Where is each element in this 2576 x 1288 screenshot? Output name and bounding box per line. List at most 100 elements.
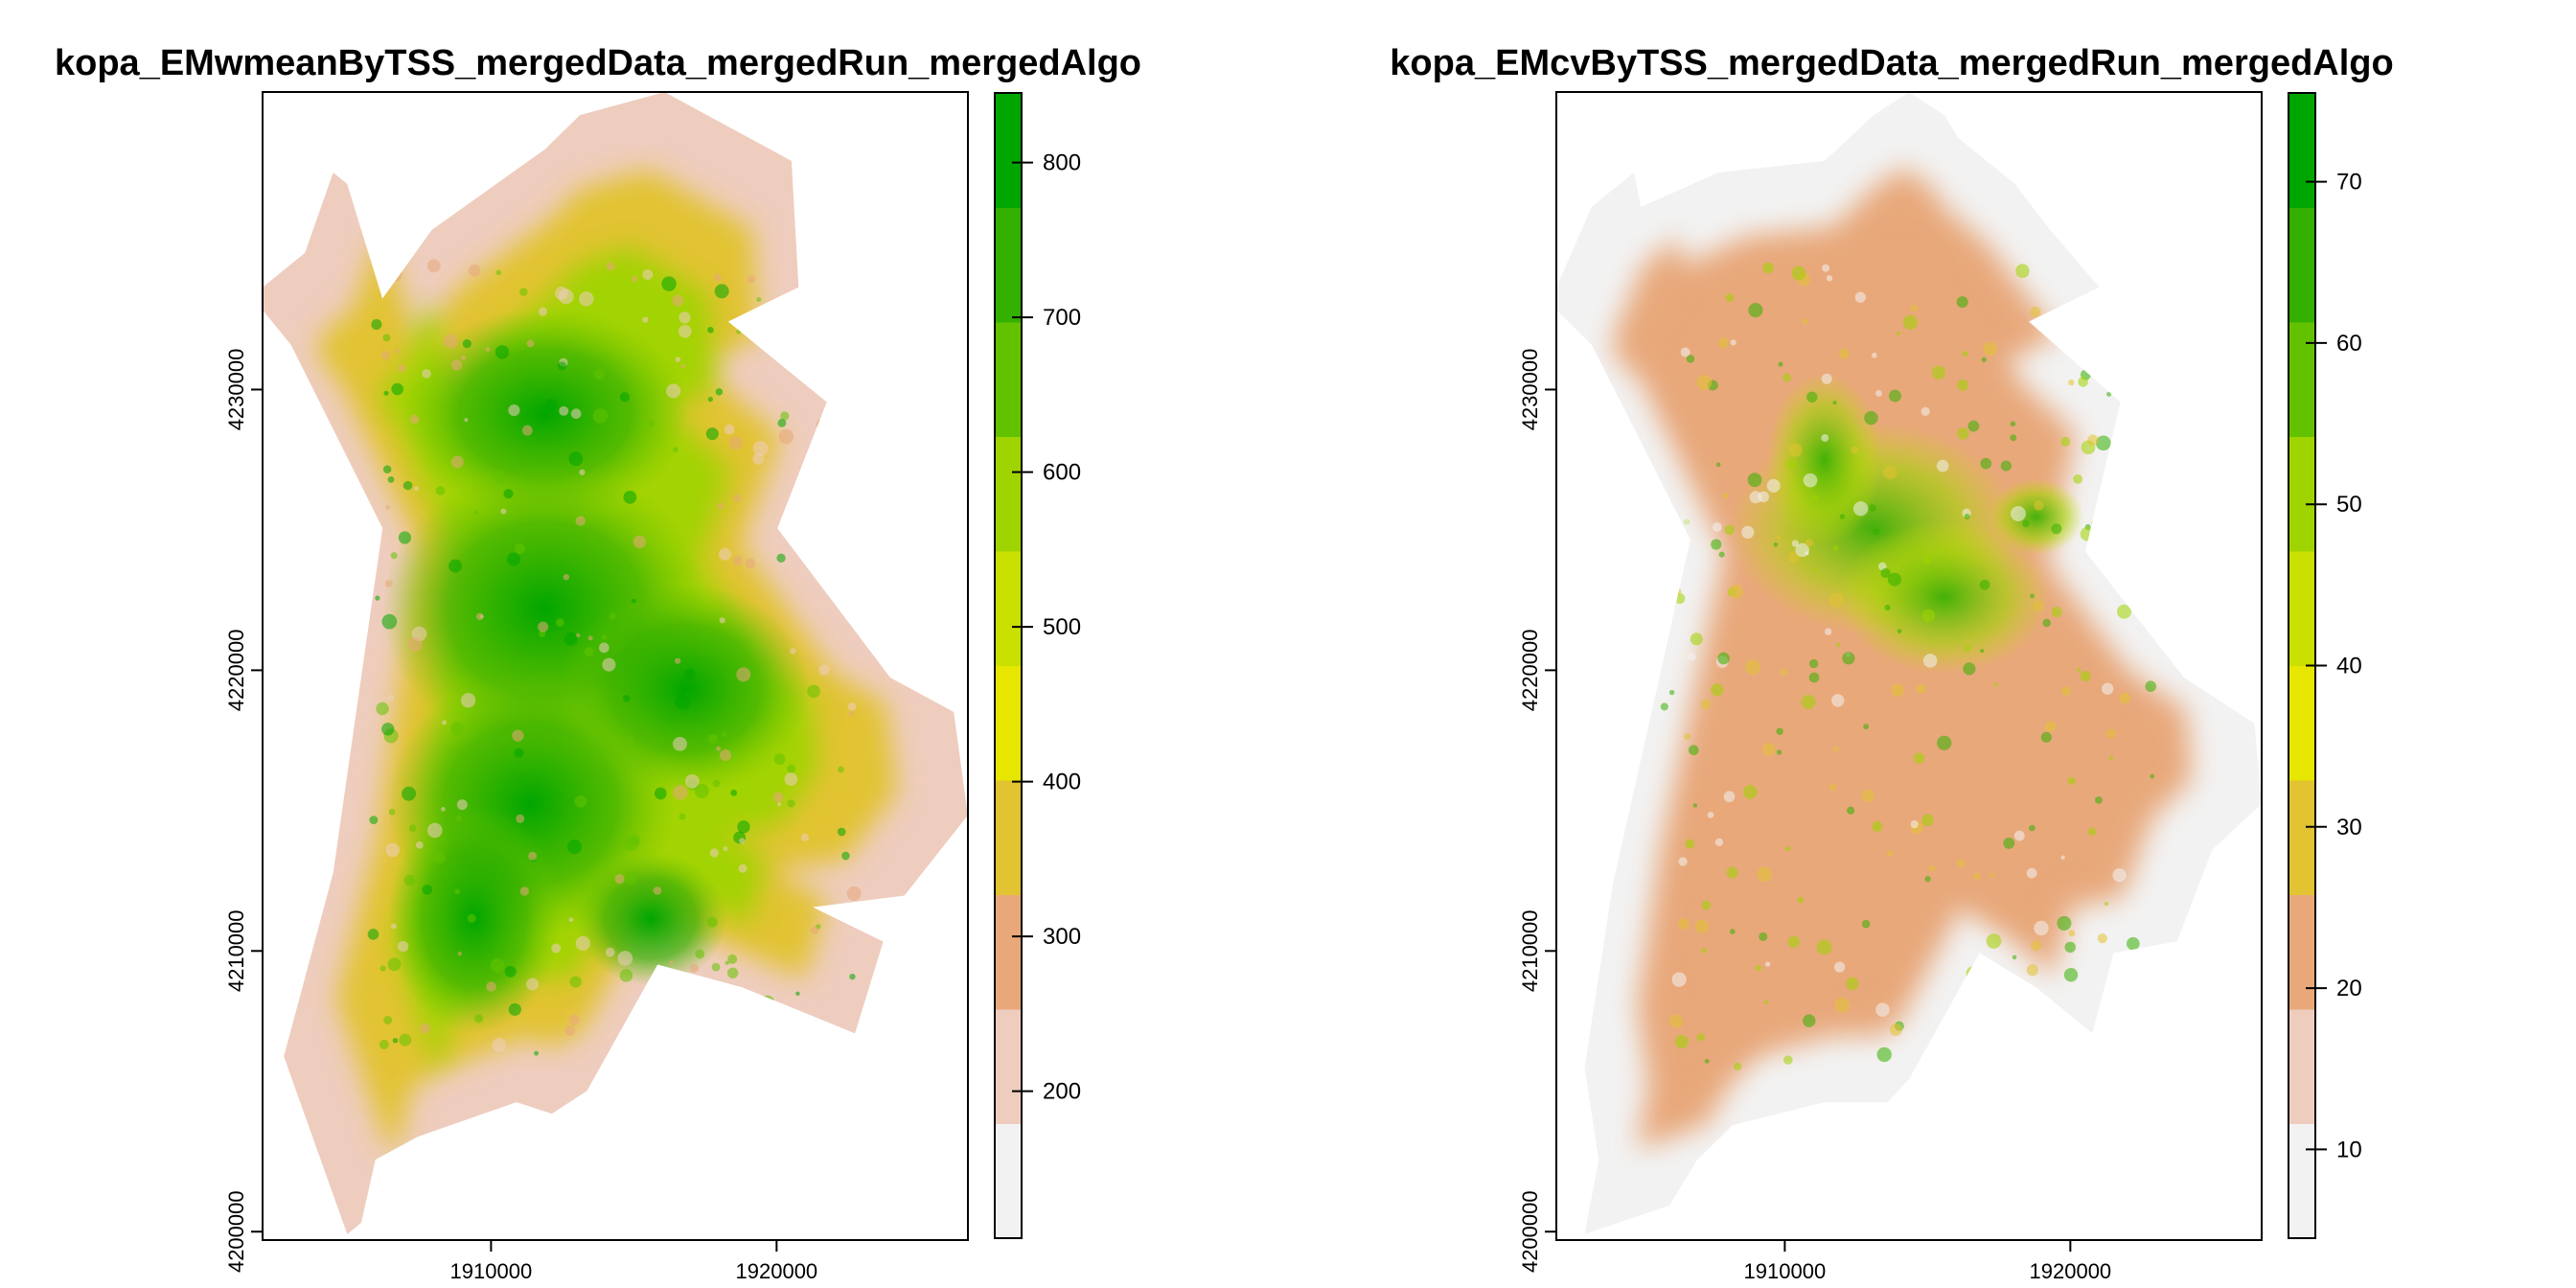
raster-speckle-right [2034,920,2049,936]
raster-speckle-right [2076,667,2081,672]
raster-speckle-right [2087,434,2099,447]
legend-color-band-left [995,1009,1022,1124]
raster-speckle-right [1910,304,1918,312]
raster-speckle-right [2044,721,2057,733]
raster-speckle-right [1832,544,1839,552]
raster-speckle-right [2032,600,2044,612]
raster-speckle-left [448,559,463,573]
raster-speckle-left [397,940,409,953]
raster-speckle-left [435,486,446,495]
raster-speckle-right [2095,796,2103,804]
raster-speckle-right [2103,522,2117,537]
raster-speckle-left [841,851,850,861]
raster-speckle-right [2082,401,2093,411]
raster-speckle-right [2097,933,2107,944]
raster-speckle-left [450,722,465,736]
raster-speckle-left [575,935,590,951]
raster-speckle-left [455,815,463,822]
raster-speckle-right [1668,689,1675,696]
raster-speckle-right [1801,695,1816,710]
legend-tick-label-left: 300 [1043,924,1081,950]
raster-speckle-right [1701,900,1712,910]
raster-speckle-right [1876,1046,1892,1063]
raster-speckle-right [1883,465,1898,480]
raster-speckle-right [1722,492,1729,498]
raster-speckle-right [1973,872,1981,881]
raster-speckle-left [389,268,402,282]
raster-speckle-left [745,558,756,569]
raster-speckle-right [1842,652,1855,665]
raster-speckle-right [1660,702,1668,711]
raster-speckle-left [724,960,729,966]
raster-speckle-right [1851,446,1859,454]
raster-speckle-right [1921,814,1934,827]
legend-color-band-right [2288,1123,2315,1239]
raster-speckle-left [504,965,517,978]
raster-speckle-right [1766,478,1781,493]
raster-speckle-right [1887,572,1902,586]
raster-speckle-right [1757,866,1772,883]
raster-speckle-right [1686,355,1695,363]
plot-frame-left [262,91,969,1241]
raster-speckle-right [1828,783,1837,792]
raster-speckle-right [1963,984,1969,991]
raster-speckle-left [486,981,496,992]
raster-speckle-left [673,447,678,452]
raster-speckle-left [690,1034,703,1047]
raster-speckle-right [1694,919,1709,933]
raster-speckle-right [1924,876,1931,883]
raster-speckle-left [575,516,586,526]
raster-speckle-left [544,398,558,411]
raster-speckle-left [566,840,582,855]
raster-map-left [263,92,968,1234]
raster-speckle-right [2029,824,2036,832]
raster-speckle-left [849,973,856,980]
raster-speckle-left [653,886,662,895]
raster-speckle-right [1839,348,1850,359]
raster-speckle-left [642,316,649,323]
value-cluster-left [573,851,727,986]
raster-speckle-right [1678,918,1690,930]
legend-color-band-left [995,780,1022,895]
raster-speckle-right [1956,379,1968,391]
x-tick-label-left: 1920000 [736,1259,818,1283]
legend-tick-label-left: 700 [1043,305,1081,331]
legend-tick-label-right: 20 [2336,976,2362,1001]
raster-speckle-right [2060,436,2071,447]
raster-speckle-right [1854,291,1866,303]
raster-speckle-left [492,1038,507,1052]
raster-speckle-right [2150,499,2162,513]
raster-speckle-right [1684,733,1691,741]
raster-speckle-right [2112,868,2127,883]
raster-speckle-right [1812,494,1819,500]
raster-speckle-left [721,731,727,738]
raster-speckle-left [441,807,446,812]
raster-speckle-right [1669,603,1676,609]
raster-speckle-right [1714,838,1724,847]
raster-speckle-left [642,269,654,281]
legend-tick-label-right: 60 [2336,331,2362,356]
raster-speckle-left [380,965,386,972]
raster-speckle-left [827,1036,837,1045]
raster-speckle-left [713,273,722,282]
raster-speckle-left [678,324,692,338]
y-axis-right: 4200000 4210000 4220000 4230000 [1518,349,1556,1273]
legend-color-band-left [995,93,1022,208]
raster-speckle-left [724,424,735,435]
raster-speckle-left [387,957,402,972]
raster-speckle-left [831,580,843,592]
raster-speckle-right [1836,642,1841,648]
raster-speckle-left [376,702,389,716]
raster-speckle-right [2057,915,2072,931]
raster-speckle-right [2026,964,2038,977]
raster-speckle-left [516,814,525,823]
raster-speckle-left [371,319,382,331]
raster-speckle-left [609,612,616,620]
raster-speckle-left [514,748,524,758]
raster-speckle-right [1880,567,1891,579]
raster-speckle-left [675,694,691,710]
legend-tick-label-left: 400 [1043,770,1081,795]
raster-speckle-left [403,874,416,886]
raster-speckle-right [1701,948,1707,954]
raster-speckle-left [847,619,857,628]
